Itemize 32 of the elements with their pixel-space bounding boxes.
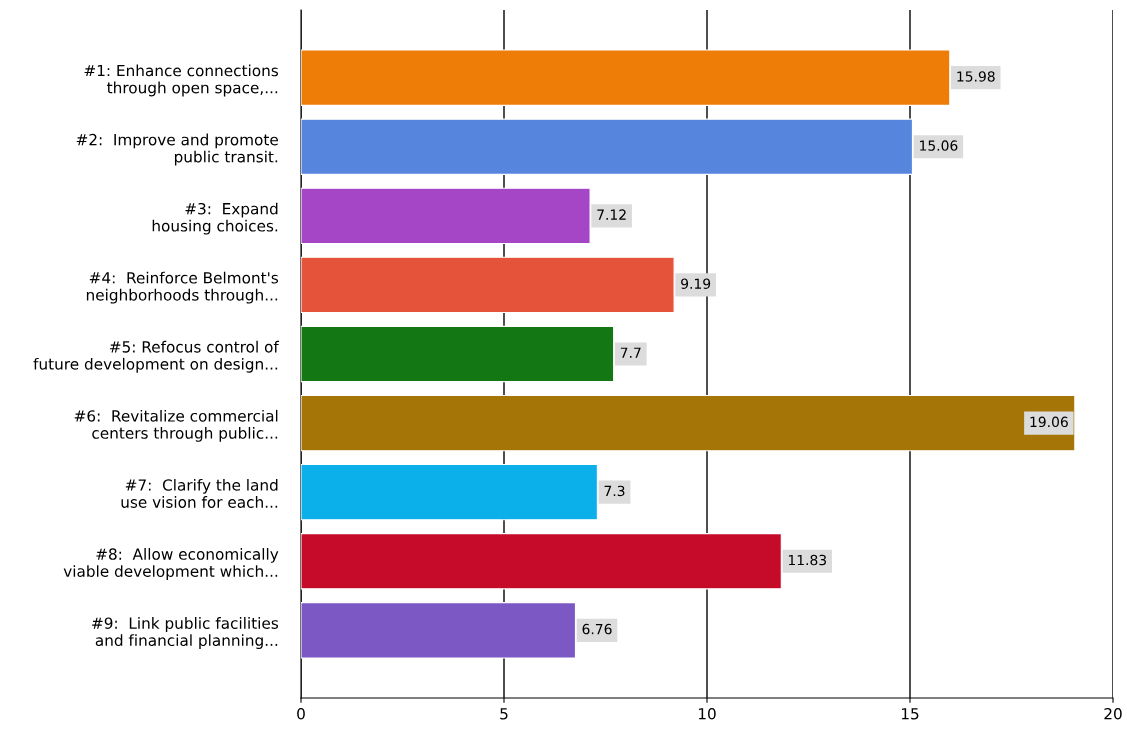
data-label: 15.98 [957, 71, 995, 82]
x-tick-label: 20 [1104, 707, 1122, 720]
y-tick-label: #5: Refocus control of future development on design... [33, 340, 280, 373]
data-label: 9.19 [681, 278, 711, 289]
y-tick-label: #1: Enhance connections through open space,... [84, 64, 279, 97]
y-tick-label: #3: Expand housing choices. [152, 202, 278, 235]
y-tick-label: #7: Clarify the land use vision for each... [121, 478, 278, 508]
data-label: 15.06 [920, 140, 958, 151]
y-tick-label: #6: Revitalize commercial centers through public... [74, 409, 278, 442]
bar [301, 118, 913, 175]
y-tick-label: #9: Link public facilities and financial planning... [92, 617, 279, 649]
bar [301, 256, 675, 314]
x-tick-label: 5 [500, 708, 508, 720]
data-label: 7.7 [620, 347, 641, 358]
bar [301, 602, 577, 659]
bar [301, 394, 1076, 452]
data-label: 6.76 [582, 623, 612, 635]
x-tick-label: 0 [297, 707, 305, 720]
y-tick-label: #2: Improve and promote public transit. [76, 133, 278, 166]
bar [301, 533, 782, 590]
bar [301, 463, 598, 521]
data-label: 7.12 [597, 209, 626, 220]
bar [301, 49, 951, 106]
y-tick-label: #4: Reinforce Belmont's neighborhoods through... [86, 271, 279, 304]
bar [301, 325, 615, 383]
data-label: 19.06 [1030, 416, 1068, 428]
bar [301, 187, 591, 245]
y-tick-label: #8: Allow economically viable development which... [63, 548, 279, 580]
x-tick-label: 15 [901, 708, 919, 720]
x-tick-label: 10 [698, 707, 716, 720]
data-label: 11.83 [788, 554, 827, 566]
data-label: 7.3 [604, 485, 625, 497]
